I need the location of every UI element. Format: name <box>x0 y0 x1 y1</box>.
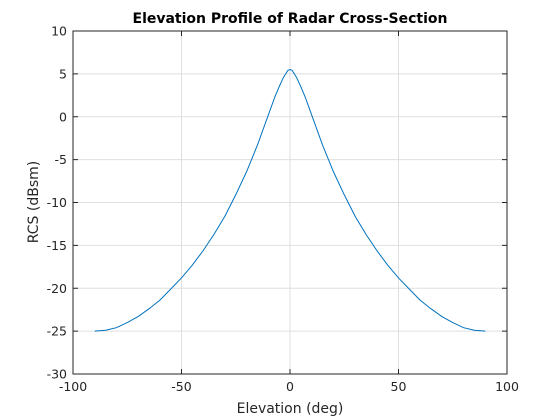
x-tick-label: 50 <box>391 379 407 394</box>
rcs-series-line <box>94 69 486 332</box>
y-tick-label: -30 <box>47 367 67 382</box>
y-tick-label: -20 <box>47 281 67 296</box>
y-tick-label: 5 <box>59 66 67 81</box>
y-tick-label: 0 <box>59 109 67 124</box>
y-tick-label: 10 <box>51 24 67 39</box>
x-tick-label: -100 <box>59 379 87 394</box>
x-tick-label: 0 <box>286 379 294 394</box>
y-tick-label: -10 <box>47 195 67 210</box>
y-axis-label: RCS (dBsm) <box>26 161 42 244</box>
x-axis-label: Elevation (deg) <box>237 401 344 417</box>
y-tick-label: -25 <box>47 324 67 339</box>
y-tick-label: -5 <box>55 152 67 167</box>
x-tick-label: -50 <box>171 379 191 394</box>
y-tick-label: -15 <box>47 238 67 253</box>
plot-frame <box>72 30 508 375</box>
chart-title: Elevation Profile of Radar Cross-Section <box>133 11 448 27</box>
series-layer <box>94 69 486 332</box>
x-tick-label: 100 <box>495 379 519 394</box>
